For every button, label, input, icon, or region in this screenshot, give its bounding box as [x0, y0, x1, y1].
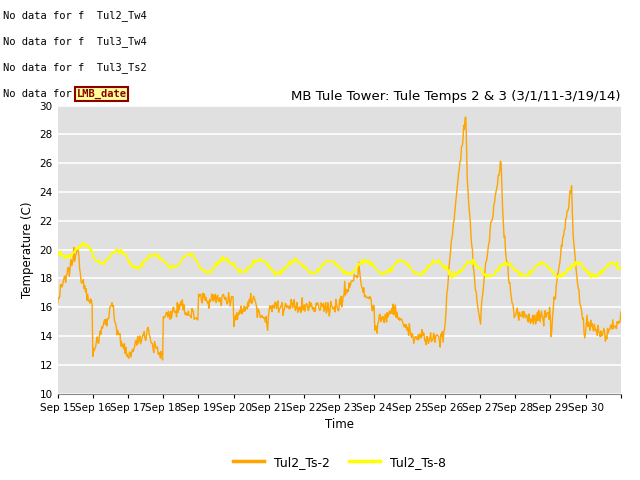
- Text: No data for f  Tul3_Ts2: No data for f Tul3_Ts2: [3, 62, 147, 73]
- Text: MB Tule Tower: Tule Temps 2 & 3 (3/1/11-3/19/14): MB Tule Tower: Tule Temps 2 & 3 (3/1/11-…: [291, 90, 621, 103]
- Legend: Tul2_Ts-2, Tul2_Ts-8: Tul2_Ts-2, Tul2_Ts-8: [228, 451, 451, 474]
- Text: No data for f  Tul2_Tw4: No data for f Tul2_Tw4: [3, 10, 147, 21]
- Text: No data for f: No data for f: [3, 89, 97, 99]
- Text: No data for f  Tul3_Tw4: No data for f Tul3_Tw4: [3, 36, 147, 47]
- Text: LMB_date: LMB_date: [77, 89, 127, 99]
- Y-axis label: Temperature (C): Temperature (C): [21, 201, 34, 298]
- X-axis label: Time: Time: [324, 418, 354, 431]
